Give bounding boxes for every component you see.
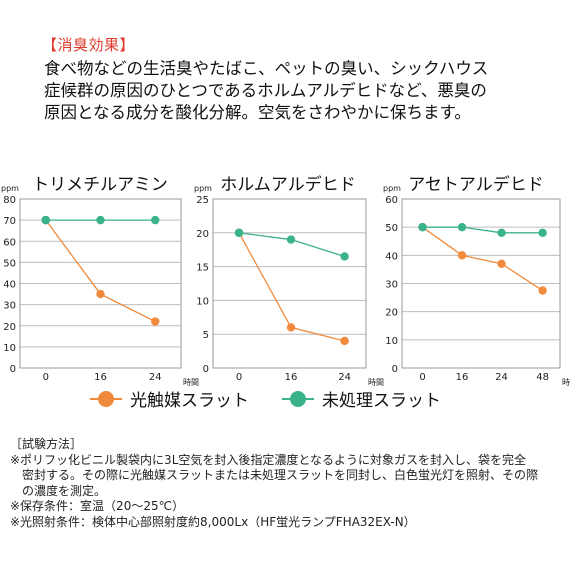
y-tick-label: 25 [196, 195, 209, 206]
chart-0: 0 10 20 30 40 50 60 70 80 ppm 0 16 24 時間 [1, 184, 199, 387]
test-method-line: ※ポリフッ化ビニル製袋内に3L空気を封入後指定濃度となるように対象ガスを封入し、… [10, 452, 527, 467]
y-tick-label: 10 [385, 336, 398, 347]
y-axis-label: ppm [383, 184, 401, 193]
y-tick-label: 10 [196, 296, 209, 307]
y-tick-label: 20 [3, 322, 16, 333]
data-point-photocatalyst [96, 289, 105, 299]
data-point-untreated [151, 215, 160, 225]
series-line-photocatalyst [45, 219, 156, 323]
y-tick-label: 60 [385, 195, 398, 206]
y-axis-label: ppm [1, 184, 19, 193]
data-point-untreated [96, 215, 105, 225]
y-tick-label: 15 [196, 263, 209, 274]
legend-label-photocatalyst: 光触媒スラット [130, 391, 249, 411]
y-tick-label: 5 [203, 330, 209, 341]
data-point-untreated [538, 228, 547, 237]
y-tick-label: 0 [392, 364, 398, 375]
legend-line-untreated [282, 390, 314, 407]
x-tick-label: 16 [456, 372, 469, 383]
x-tick-label: 0 [43, 372, 49, 383]
x-tick-label: 48 [536, 372, 549, 383]
x-tick-label: 24 [149, 372, 162, 383]
x-axis-label: 時間 [183, 378, 199, 387]
test-method-line: ※保存条件：室温（20～25℃） [10, 499, 185, 514]
x-axis-label: 時間 [562, 378, 570, 387]
chart-title-trimethylamine: トリメチルアミン [32, 175, 168, 195]
y-tick-label: 40 [385, 251, 398, 262]
data-point-photocatalyst [340, 336, 349, 346]
x-tick-label: 0 [419, 372, 425, 383]
y-tick-label: 30 [385, 280, 398, 291]
legend-item-photocatalyst: 光触媒スラット [90, 386, 249, 411]
series-line-untreated [422, 226, 543, 234]
data-point-photocatalyst [151, 317, 160, 326]
y-tick-label: 50 [3, 258, 16, 269]
y-tick-label: 10 [3, 343, 16, 354]
plot-frame [19, 198, 182, 369]
x-tick-label: 24 [338, 372, 351, 383]
x-tick-label: 16 [285, 372, 298, 383]
chart-title-formaldehyde: ホルムアルデヒド [220, 175, 356, 195]
data-point-photocatalyst [538, 286, 547, 295]
chart-1: 0 5 10 15 20 25 ppm 0 16 24 時間 [194, 184, 384, 387]
data-point-photocatalyst [286, 323, 296, 332]
y-tick-label: 20 [385, 308, 398, 319]
data-point-untreated [497, 228, 506, 237]
legend-marker-photocatalyst [98, 390, 114, 407]
data-point-untreated [286, 235, 296, 244]
test-method-line: の濃度を測定。 [22, 483, 107, 498]
chart-2: 0 10 20 30 40 50 60 ppm 0 16 24 48 時間 [383, 184, 570, 387]
data-point-photocatalyst [457, 251, 467, 260]
legend-marker-untreated [290, 390, 306, 407]
data-point-untreated [41, 215, 50, 225]
data-point-untreated [457, 222, 467, 232]
y-tick-label: 0 [10, 364, 16, 375]
description-line: 食べ物などの生活臭やたばこ、ペットの臭い、シックハウス [44, 59, 489, 78]
legend-line-photocatalyst [90, 390, 122, 407]
plot-frame [401, 198, 561, 369]
test-method-line: ※光照射条件：検体中心部照射度約8,000Lx（HF蛍光ランプFHA32EX-N… [10, 514, 416, 529]
data-point-photocatalyst [497, 259, 506, 268]
y-axis-label: ppm [194, 184, 212, 193]
data-point-untreated [418, 222, 427, 232]
y-tick-label: 60 [3, 237, 16, 248]
description-line: 症候群の原因のひとつであるホルムアルデヒドなど、悪臭の [44, 81, 487, 100]
test-method-line: 密封する。その際に光触媒スラットまたは未処理スラットを同封し、白色蛍光灯を照射、… [22, 468, 539, 483]
y-tick-label: 50 [385, 223, 398, 234]
description-line: 原因となる成分を酸化分解。空気をさわやかに保ちます。 [44, 103, 471, 122]
chart-title-acetaldehyde: アセトアルデヒド [408, 175, 544, 195]
data-point-untreated [340, 252, 349, 261]
y-tick-label: 70 [3, 216, 16, 227]
data-point-untreated [234, 228, 244, 237]
legend-item-untreated: 未処理スラット [282, 386, 441, 411]
legend: 光触媒スラット 未処理スラット [0, 386, 570, 411]
x-tick-label: 0 [236, 372, 242, 383]
y-tick-label: 20 [196, 229, 209, 240]
y-tick-label: 0 [203, 364, 209, 375]
section-title: 【消臭効果】 [42, 36, 136, 54]
x-tick-label: 16 [94, 372, 107, 383]
y-tick-label: 80 [3, 195, 16, 206]
y-tick-label: 30 [3, 301, 16, 312]
description: 食べ物などの生活臭やたばこ、ペットの臭い、シックハウス 症候群の原因のひとつであ… [44, 58, 544, 124]
y-tick-label: 40 [3, 280, 16, 291]
plot-frame [212, 198, 367, 369]
test-method-heading: ［試験方法］ [10, 437, 83, 451]
x-axis-label: 時間 [368, 378, 384, 387]
test-method: ［試験方法］ ※ポリフッ化ビニル製袋内に3L空気を封入後指定濃度となるように対象… [10, 437, 562, 531]
x-tick-label: 24 [495, 372, 508, 383]
series-line-photocatalyst [422, 226, 543, 292]
legend-label-untreated: 未処理スラット [322, 391, 441, 411]
